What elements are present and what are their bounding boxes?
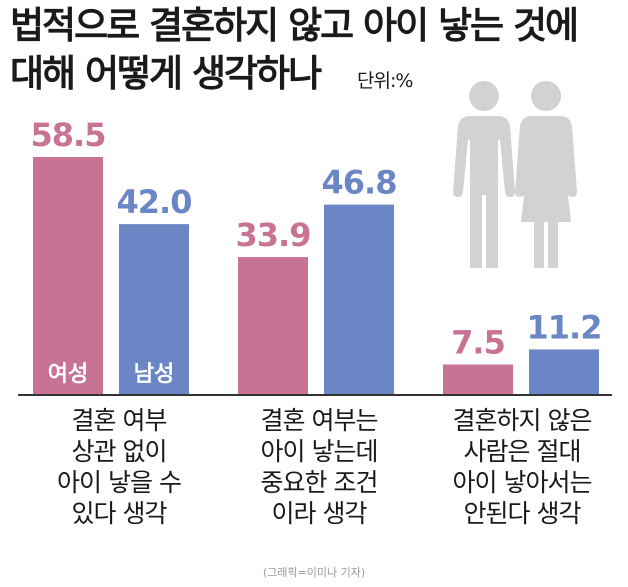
category-label-line: 아이 낳는데: [260, 437, 379, 466]
value-label: 7.5: [451, 323, 505, 361]
category-label-1: 결혼 여부 상관 없이 아이 낳을 수 있다 생각: [19, 405, 219, 529]
category-label-3: 결혼하지 않은 사람은 절대 아이 낳아서는 안된다 생각: [422, 405, 622, 529]
category-label-2: 결혼 여부는 아이 낳는데 중요한 조건 이라 생각: [219, 405, 419, 529]
series-label-female: 여성: [48, 362, 88, 387]
chart-title-line-1: 법적으로 결혼하지 않고 아이 낳는 것에: [10, 4, 579, 47]
bar-male-3: [529, 349, 599, 395]
category-label-line: 상관 없이: [71, 437, 168, 466]
value-label: 11.2: [527, 308, 602, 346]
value-label: 42.0: [117, 183, 192, 221]
value-label: 58.5: [31, 116, 106, 154]
category-label-line: 결혼 여부: [71, 406, 168, 435]
bar-female-2: [238, 257, 308, 395]
category-label-line: 결혼하지 않은: [452, 406, 593, 435]
category-label-line: 아이 낳아서는: [452, 468, 593, 497]
value-label: 33.9: [236, 216, 311, 254]
value-label: 46.8: [322, 164, 397, 202]
bar-female-3: [443, 364, 513, 395]
people-icon: [453, 81, 577, 268]
category-label-line: 중요한 조건: [260, 468, 379, 497]
category-label-line: 결혼 여부는: [260, 406, 379, 435]
bar-male-1: [119, 224, 189, 395]
category-label-line: 있다 생각: [71, 499, 168, 528]
category-label-line: 아이 낳을 수: [57, 468, 182, 497]
bar-male-2: [324, 204, 394, 395]
bar-female-1: [33, 157, 103, 395]
chart-title-line-2: 대해 어떻게 생각하나: [10, 52, 322, 95]
bar-chart: 58.5 여성 33.9 7.5 42.0 남성 46.8 11.2: [18, 81, 612, 396]
unit-label: 단위:%: [357, 70, 413, 92]
category-label-line: 안된다 생각: [463, 499, 582, 528]
series-label-male: 남성: [134, 362, 174, 387]
category-label-line: 이라 생각: [271, 499, 368, 528]
category-label-line: 사람은 절대: [463, 437, 582, 466]
graphic-credit: (그래픽=이미나 기자): [262, 566, 366, 579]
